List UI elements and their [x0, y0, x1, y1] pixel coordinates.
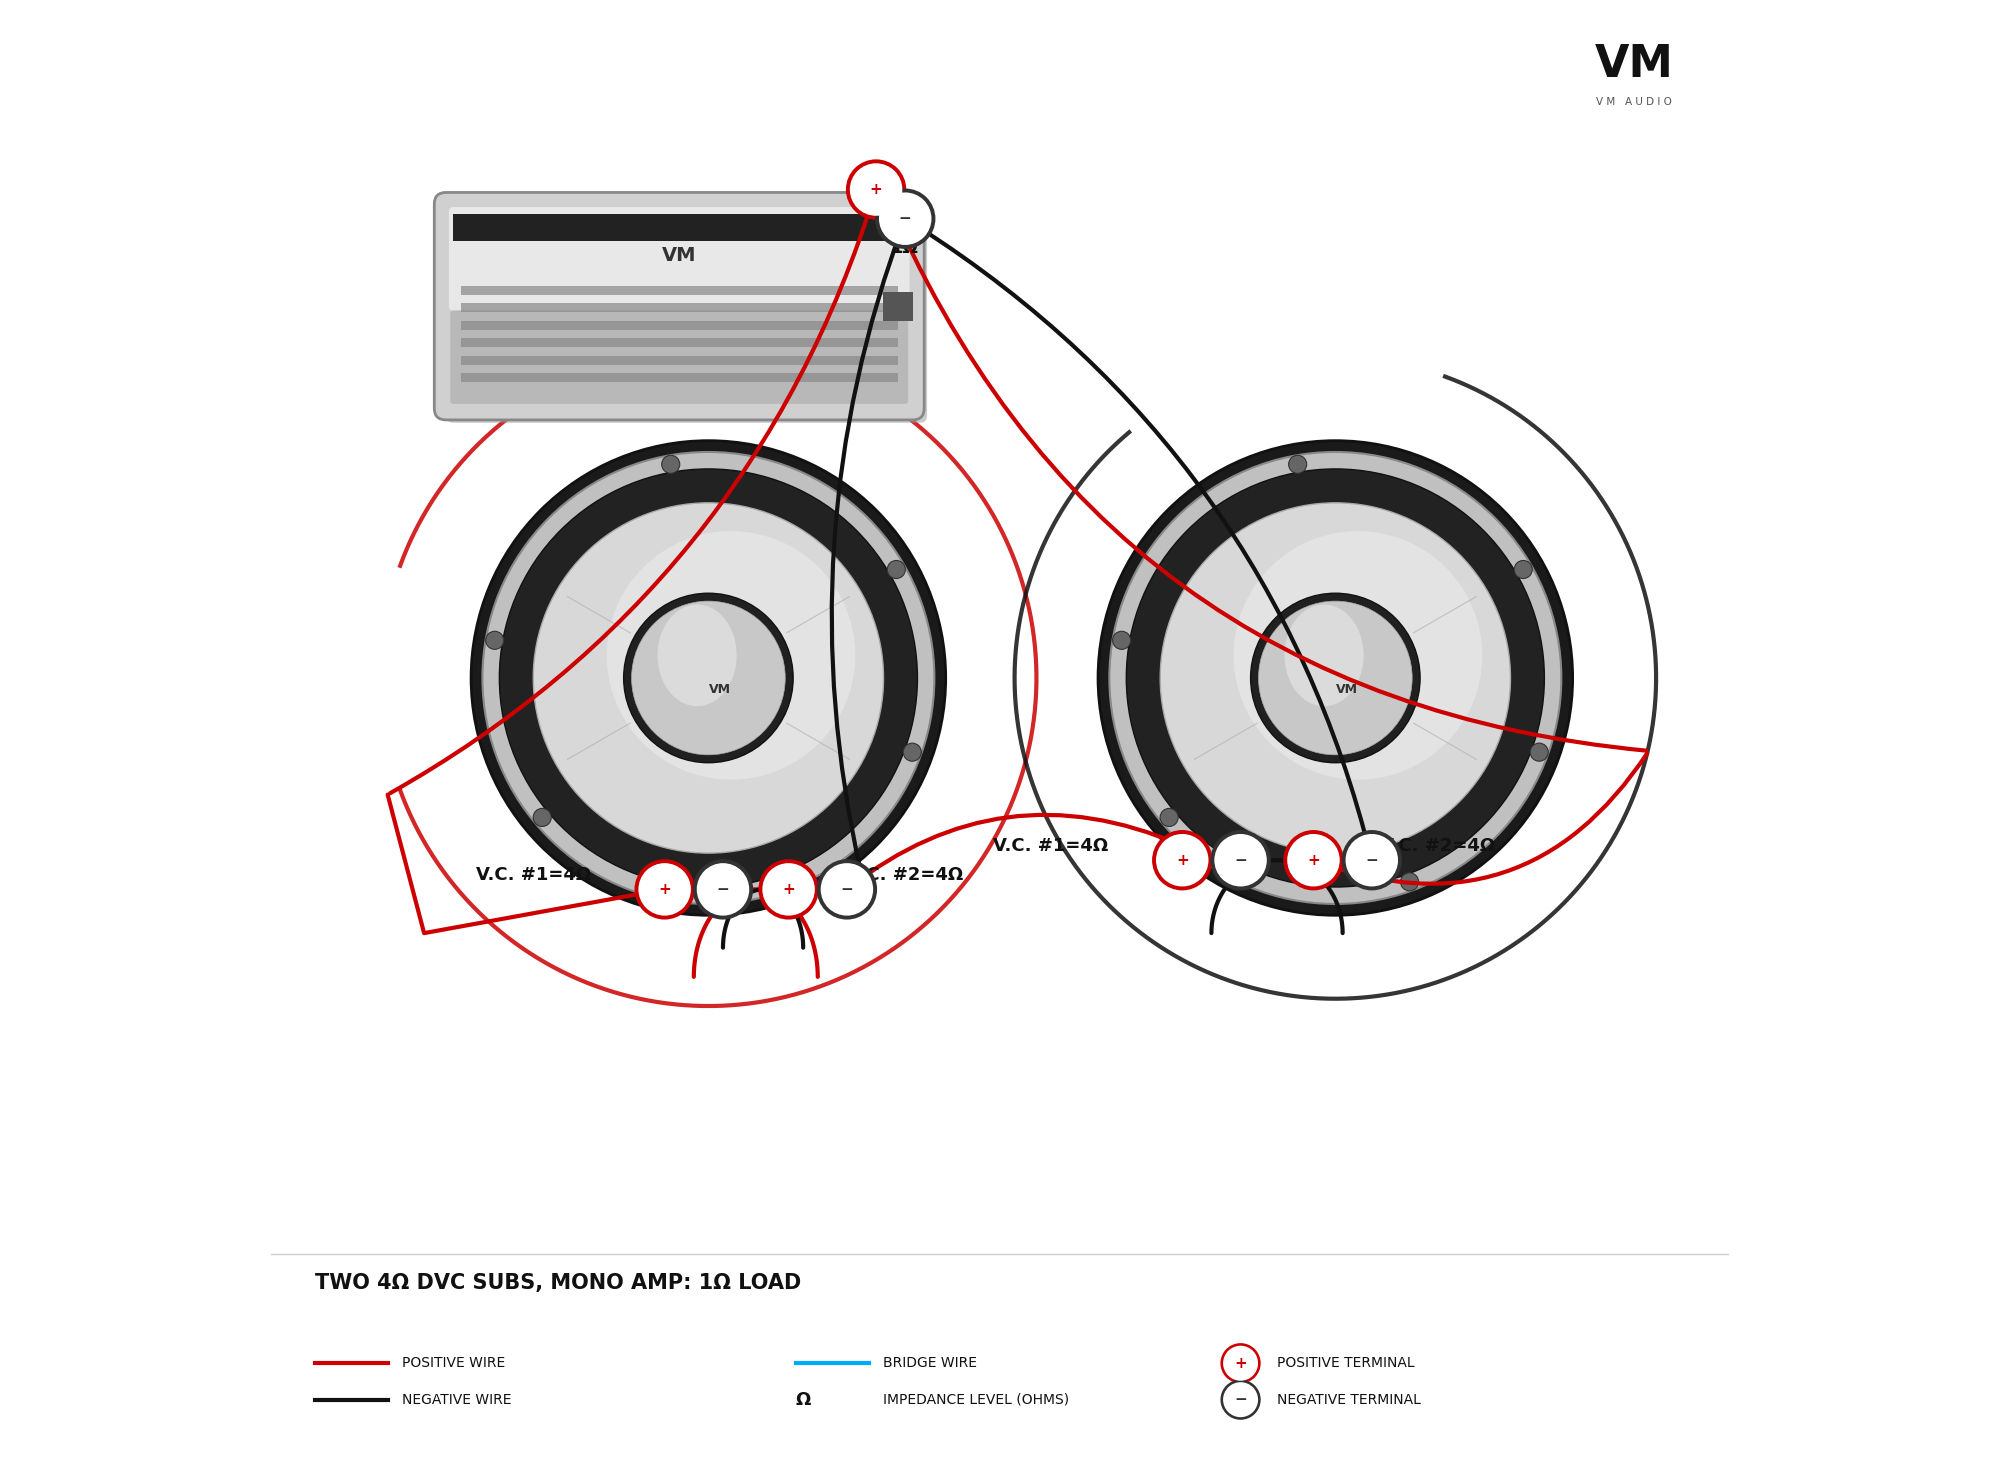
FancyBboxPatch shape: [450, 311, 908, 404]
Text: −: −: [1234, 1392, 1246, 1407]
Circle shape: [1156, 834, 1208, 886]
Circle shape: [1514, 560, 1532, 579]
Bar: [460, 356, 898, 364]
Text: V M   A U D I O: V M A U D I O: [1596, 98, 1672, 106]
Circle shape: [762, 863, 814, 916]
FancyBboxPatch shape: [446, 204, 928, 423]
Text: POSITIVE TERMINAL: POSITIVE TERMINAL: [1278, 1356, 1414, 1371]
Circle shape: [1288, 455, 1306, 474]
Circle shape: [1288, 834, 1340, 886]
Ellipse shape: [624, 593, 794, 763]
Ellipse shape: [658, 605, 736, 706]
Circle shape: [1224, 1346, 1258, 1381]
Bar: [460, 321, 898, 330]
Ellipse shape: [1098, 440, 1572, 916]
Ellipse shape: [500, 469, 918, 886]
Text: V.C. #2=4Ω: V.C. #2=4Ω: [848, 866, 962, 884]
Text: V.C. #1=4Ω: V.C. #1=4Ω: [994, 837, 1108, 854]
Bar: [454, 214, 906, 241]
Text: −: −: [840, 882, 854, 897]
Text: +: +: [870, 182, 882, 197]
Ellipse shape: [482, 452, 934, 904]
Text: VM: VM: [662, 245, 696, 265]
Ellipse shape: [1258, 601, 1412, 755]
Circle shape: [662, 455, 680, 474]
Ellipse shape: [1250, 593, 1420, 763]
Ellipse shape: [1234, 531, 1482, 780]
Text: +: +: [1176, 853, 1188, 868]
Circle shape: [1214, 834, 1266, 886]
Text: NEGATIVE TERMINAL: NEGATIVE TERMINAL: [1278, 1392, 1420, 1407]
Circle shape: [774, 873, 792, 891]
FancyBboxPatch shape: [434, 192, 924, 420]
Circle shape: [692, 859, 754, 920]
Circle shape: [638, 863, 690, 916]
Circle shape: [486, 631, 504, 649]
Circle shape: [876, 188, 936, 249]
Bar: [460, 303, 898, 312]
Text: VM: VM: [708, 682, 730, 695]
Circle shape: [1530, 744, 1548, 761]
Bar: [460, 286, 898, 295]
Text: −: −: [1366, 853, 1378, 868]
Text: −: −: [716, 882, 730, 897]
Bar: [884, 292, 912, 321]
Text: 1Ω: 1Ω: [892, 239, 920, 257]
Circle shape: [816, 859, 878, 920]
Circle shape: [850, 163, 902, 216]
Text: POSITIVE WIRE: POSITIVE WIRE: [402, 1356, 506, 1371]
Text: −: −: [1234, 853, 1246, 868]
Ellipse shape: [1160, 503, 1510, 853]
Circle shape: [1152, 830, 1212, 891]
Text: Ω: Ω: [796, 1391, 812, 1408]
Text: BRIDGE WIRE: BRIDGE WIRE: [884, 1356, 978, 1371]
Circle shape: [888, 560, 906, 579]
Ellipse shape: [534, 503, 884, 853]
Circle shape: [534, 808, 552, 827]
Text: TWO 4Ω DVC SUBS, MONO AMP: 1Ω LOAD: TWO 4Ω DVC SUBS, MONO AMP: 1Ω LOAD: [314, 1273, 800, 1293]
Text: VM: VM: [1336, 682, 1358, 695]
Circle shape: [1220, 1343, 1260, 1384]
Circle shape: [758, 859, 818, 920]
Circle shape: [1112, 631, 1130, 649]
Ellipse shape: [1284, 605, 1364, 706]
Text: V.C. #1=4Ω: V.C. #1=4Ω: [476, 866, 592, 884]
Text: V.C. #2=4Ω: V.C. #2=4Ω: [1380, 837, 1496, 854]
Circle shape: [1160, 808, 1178, 827]
Circle shape: [1284, 830, 1344, 891]
Circle shape: [820, 863, 874, 916]
Circle shape: [1346, 834, 1398, 886]
Bar: [460, 373, 898, 382]
Circle shape: [1220, 1379, 1260, 1420]
Circle shape: [1400, 873, 1418, 891]
Circle shape: [846, 159, 906, 220]
Text: +: +: [1308, 853, 1320, 868]
FancyBboxPatch shape: [448, 207, 910, 311]
Ellipse shape: [632, 601, 786, 755]
Text: IMPEDANCE LEVEL (OHMS): IMPEDANCE LEVEL (OHMS): [884, 1392, 1070, 1407]
Circle shape: [1210, 830, 1270, 891]
Text: +: +: [1234, 1356, 1246, 1371]
Circle shape: [1342, 830, 1402, 891]
Text: +: +: [782, 882, 794, 897]
Circle shape: [634, 859, 694, 920]
Text: NEGATIVE WIRE: NEGATIVE WIRE: [402, 1392, 512, 1407]
Ellipse shape: [1126, 469, 1544, 886]
Text: −: −: [898, 211, 912, 226]
Circle shape: [904, 744, 922, 761]
Circle shape: [1224, 1382, 1258, 1417]
Circle shape: [696, 863, 750, 916]
Bar: [460, 338, 898, 347]
Ellipse shape: [1110, 452, 1562, 904]
Ellipse shape: [606, 531, 856, 780]
Text: VM: VM: [1594, 42, 1674, 86]
Circle shape: [878, 192, 932, 245]
Ellipse shape: [472, 440, 946, 916]
Text: +: +: [658, 882, 672, 897]
